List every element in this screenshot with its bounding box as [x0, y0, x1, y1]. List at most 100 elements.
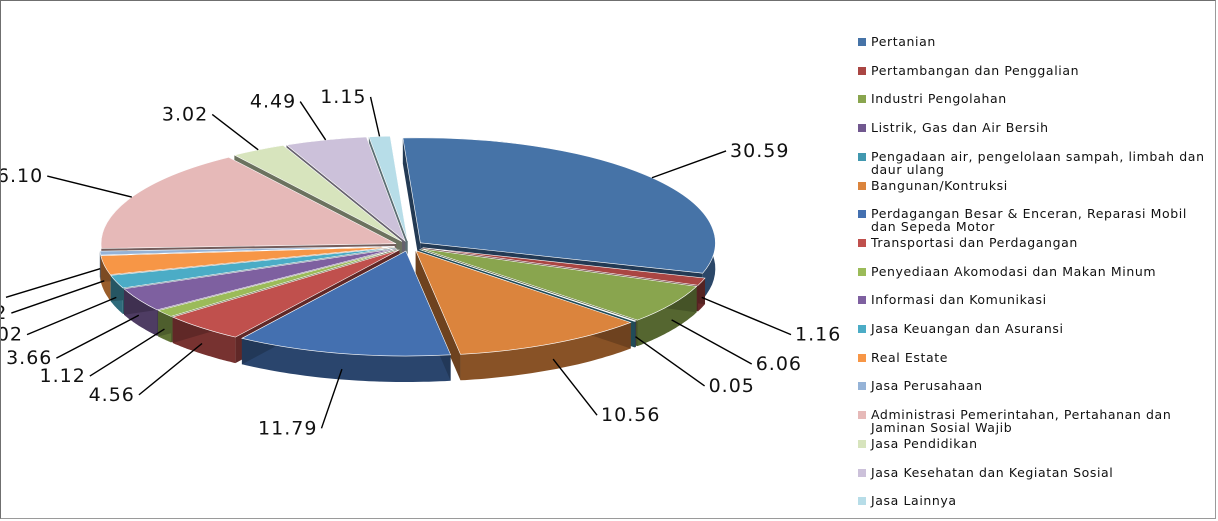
leader-line [138, 342, 203, 396]
legend-label: Pertanian [871, 34, 936, 49]
data-label: 2.02 [1, 324, 23, 346]
data-label: 16.10 [1, 165, 43, 187]
legend-label: Listrik, Gas dan Air Bersih [871, 120, 1049, 136]
legend-swatch [858, 267, 866, 276]
leader-line [47, 175, 132, 198]
legend-item: Jasa Perusahaan [858, 379, 1213, 392]
data-label: 0.60 [1, 286, 2, 308]
legend-item: Industri Pengolahan [858, 92, 1213, 105]
data-labels: 30.591.166.060.0510.5611.794.561.123.662… [1, 86, 841, 439]
legend-swatch [858, 210, 866, 219]
pie-slice [233, 145, 403, 242]
pie-slice [171, 249, 400, 338]
pie-chart: 30.591.166.060.0510.5611.794.561.123.662… [1, 86, 841, 439]
legend-swatch [858, 468, 866, 477]
data-label: 2.92 [1, 302, 7, 324]
legend-item: Listrik, Gas dan Air Bersih [858, 121, 1213, 134]
legend-swatch [858, 497, 866, 506]
legend-swatch [858, 152, 866, 161]
leader-line [211, 113, 259, 151]
leader-line [671, 319, 753, 365]
legend-swatch [858, 353, 866, 362]
legend-label: Perdagangan Besar & Enceran, Reparasi Mo… [871, 206, 1187, 235]
data-label: 1.12 [40, 365, 86, 387]
data-label: 6.06 [756, 353, 802, 375]
leader-line [701, 296, 792, 336]
pie-slice [110, 247, 396, 289]
legend-item: Real Estate [858, 351, 1213, 364]
legend-swatch [858, 66, 866, 75]
legend-swatch [858, 439, 866, 448]
pie-slice [241, 250, 452, 357]
legend-swatch [858, 238, 866, 247]
legend-swatch [858, 124, 866, 133]
data-label: 1.15 [320, 86, 366, 108]
leader-line [651, 150, 727, 179]
data-label: 4.56 [89, 384, 135, 406]
legend-label: Transportasi dan Perdagangan [871, 234, 1078, 250]
pie-slice [402, 137, 716, 274]
data-label: 0.05 [709, 375, 755, 397]
data-label: 30.59 [730, 140, 789, 162]
legend-item: Jasa Kesehatan dan Kegiatan Sosial [858, 466, 1213, 479]
pie-slice [419, 249, 637, 322]
legend-swatch [858, 181, 866, 190]
leader-line [552, 358, 598, 416]
pie-slice [100, 246, 395, 275]
legend-label: Informasi dan Komunikasi [871, 292, 1047, 308]
legend-item: Administrasi Pemerintahan, Pertahanan da… [858, 408, 1213, 434]
data-label: 3.66 [6, 347, 52, 369]
legend-swatch [858, 296, 866, 305]
legend-label: Jasa Pendidikan [871, 435, 978, 451]
leader-line [89, 328, 165, 377]
leader-line [635, 336, 706, 387]
legend-item: Informasi dan Komunikasi [858, 293, 1213, 306]
data-label: 3.02 [162, 103, 208, 125]
data-label: 4.49 [250, 91, 296, 113]
pie-slice [422, 247, 706, 286]
legend-item: Transportasi dan Perdagangan [858, 236, 1213, 249]
legend-item: Jasa Pendidikan [858, 437, 1213, 450]
legend-swatch [858, 38, 866, 46]
legend-item: Pengadaan air, pengelolaan sampah, limba… [858, 150, 1213, 176]
leader-line [5, 268, 101, 298]
legend-label: Jasa Kesehatan dan Kegiatan Sosial [871, 464, 1114, 480]
legend-swatch [858, 382, 866, 391]
legend-item: Jasa Keuangan dan Asuransi [858, 322, 1213, 335]
legend-item: Bangunan/Kontruksi [858, 179, 1213, 192]
legend-label: Jasa Lainnya [871, 493, 957, 509]
legend-label: Administrasi Pemerintahan, Pertahanan da… [871, 407, 1172, 436]
legend-item: Pertanian [858, 35, 1213, 48]
legend-swatch [858, 95, 866, 104]
legend-label: Penyediaan Akomodasi dan Makan Minum [871, 263, 1157, 279]
pie-slice [99, 246, 395, 256]
leader-line [299, 101, 327, 141]
legend-label: Real Estate [871, 349, 949, 365]
legend-swatch [858, 411, 866, 420]
pie-slice [157, 248, 398, 317]
pie-tops [99, 135, 716, 357]
leader-line [56, 314, 140, 359]
legend-label: Jasa Keuangan dan Asuransi [871, 321, 1064, 336]
legend-label: Bangunan/Kontruksi [871, 177, 1008, 193]
legend-item: Pertambangan dan Penggalian [858, 64, 1213, 77]
legend-item: Perdagangan Besar & Enceran, Reparasi Mo… [858, 207, 1213, 233]
legend-swatch [858, 325, 866, 333]
data-label: 10.56 [601, 404, 660, 426]
legend-item: Penyediaan Akomodasi dan Makan Minum [858, 265, 1213, 278]
legend-label: Pertambangan dan Penggalian [871, 62, 1080, 78]
legend-label: Jasa Perusahaan [871, 378, 983, 394]
data-label: 1.16 [795, 324, 841, 346]
leader-line [11, 280, 105, 314]
pie-slice [421, 248, 698, 321]
leader-line [26, 296, 117, 336]
pie-slice [123, 248, 397, 311]
leader-line [369, 96, 381, 137]
pie-slice [100, 156, 397, 249]
legend-label: Industri Pengolahan [871, 91, 1007, 107]
data-label: 11.79 [258, 417, 317, 439]
legend-label: Pengadaan air, pengelolaan sampah, limba… [871, 148, 1205, 177]
pie-slice [415, 250, 632, 355]
legend-item: Jasa Lainnya [858, 494, 1213, 507]
